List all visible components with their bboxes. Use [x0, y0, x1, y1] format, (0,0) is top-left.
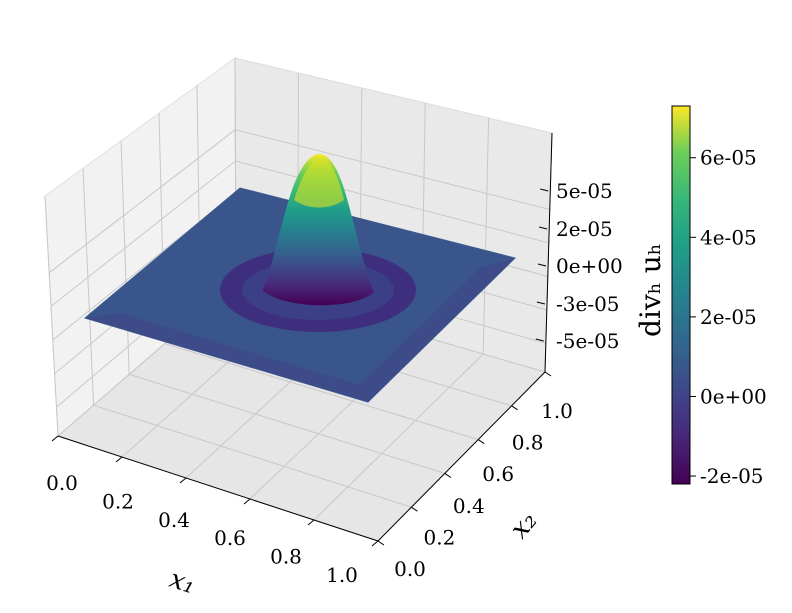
- x-tick: [179, 477, 187, 484]
- x-tick: [115, 456, 123, 463]
- left-gridline-z: [48, 129, 236, 274]
- y-tick-label: 0.0: [394, 557, 426, 581]
- colorbar: 6e-05 4e-05 2e-05 0e+00 -2e-05 divₕ uₕ: [634, 105, 767, 488]
- back-gridline-z: [235, 160, 549, 244]
- floor-gridline-x: [313, 353, 484, 521]
- y-tick-labels: 0.0 0.2 0.4 0.6 0.8 1.0: [377, 371, 573, 581]
- z-tick-label: 0e+00: [556, 254, 623, 278]
- floor-gridline-y: [129, 373, 445, 474]
- z-tick-labels: 5e-05 2e-05 0e+00 -3e-05 -5e-05: [535, 179, 623, 353]
- y-tick-label: 0.2: [423, 525, 455, 549]
- x-tick: [51, 435, 59, 442]
- z-tick-label: 2e-05: [556, 217, 613, 241]
- x-tick-label: 0.8: [270, 545, 302, 569]
- x-tick-labels: 0.0 0.2 0.4 0.6 0.8 1.0: [46, 435, 379, 587]
- y-axis-line: [377, 371, 546, 542]
- x-tick: [371, 540, 379, 547]
- z-tick: [535, 338, 544, 342]
- surface-base-shade: [85, 258, 515, 402]
- x-tick-label: 0.4: [158, 508, 190, 532]
- colorbar-tick-label: 0e+00: [700, 384, 767, 408]
- y-tick: [544, 371, 552, 377]
- y-tick: [377, 540, 385, 546]
- peak: [262, 154, 374, 306]
- x-tick: [307, 519, 315, 526]
- floor-gridline-y: [164, 343, 479, 441]
- colorbar-fill: [671, 105, 691, 485]
- y-tick-label: 0.8: [512, 431, 544, 455]
- colorbar-tick-label: 2e-05: [700, 305, 757, 329]
- z-tick-label: -5e-05: [556, 329, 620, 353]
- z-tick-label: 5e-05: [556, 179, 613, 203]
- z-tick: [538, 226, 548, 230]
- y-axis-label: x₂: [504, 506, 543, 545]
- colorbar-label: divₕ uₕ: [634, 243, 667, 337]
- x-tick: [243, 498, 251, 505]
- z-tick: [536, 301, 545, 305]
- y-tick: [444, 472, 452, 478]
- y-tick: [411, 506, 418, 512]
- x-tick-label: 1.0: [326, 563, 358, 587]
- y-tick-label: 0.6: [482, 462, 514, 486]
- y-tick: [511, 405, 518, 411]
- x-tick-label: 0.6: [214, 526, 246, 550]
- y-tick-label: 0.4: [453, 494, 485, 518]
- left-gridline-y: [82, 168, 95, 406]
- x-axis-label: x₁: [166, 564, 199, 600]
- back-gridline-x: [482, 117, 490, 355]
- colorbar-tick-label: 4e-05: [700, 225, 757, 249]
- x-tick-label: 0.2: [102, 489, 134, 513]
- colorbar-ticks: 6e-05 4e-05 2e-05 0e+00 -2e-05: [690, 146, 767, 488]
- back-gridline-z: [235, 129, 550, 210]
- z-tick-label: -3e-05: [556, 292, 620, 316]
- z-tick: [537, 263, 547, 267]
- surface: [83, 154, 516, 403]
- left-gridline-y: [120, 140, 130, 375]
- y-tick-label: 1.0: [541, 399, 573, 423]
- colorbar-tick-label: 6e-05: [700, 146, 757, 170]
- peak-highlight: [294, 158, 344, 208]
- y-tick: [477, 439, 485, 445]
- x-tick-label: 0.0: [46, 471, 78, 495]
- x-axis-line: [57, 435, 379, 542]
- z-tick: [540, 188, 549, 192]
- left-gridline-y: [44, 195, 59, 437]
- floor-gridline-y: [93, 404, 412, 508]
- left-gridline-z: [50, 160, 236, 307]
- colorbar-tick-label: -2e-05: [700, 464, 764, 488]
- z-axis-line: [544, 132, 553, 373]
